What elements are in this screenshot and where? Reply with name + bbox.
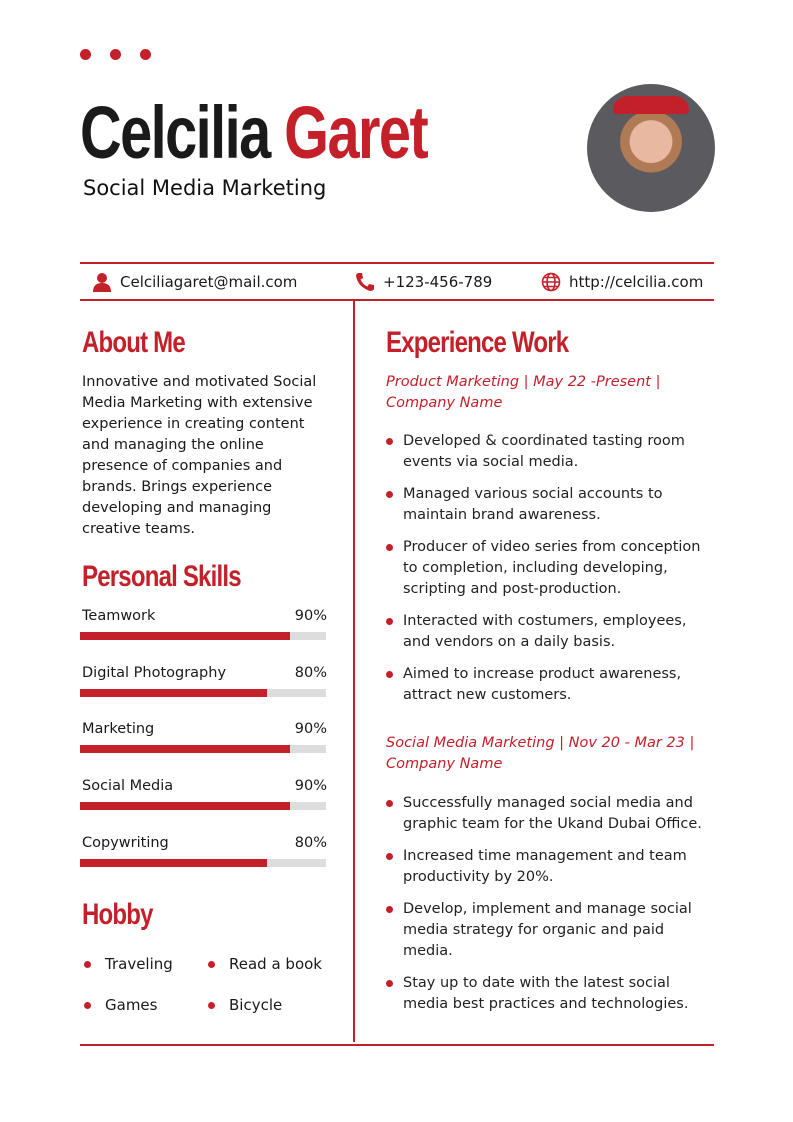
email-text: Celciliagaret@mail.com bbox=[120, 273, 298, 291]
hobby-item: Traveling bbox=[84, 955, 173, 973]
hobby-item: Bicycle bbox=[208, 996, 282, 1014]
skill-bar bbox=[80, 858, 326, 867]
skill-bar bbox=[80, 632, 326, 640]
job-bullets-2: Successfully managed social media and gr… bbox=[386, 793, 716, 1026]
job-bullet: Interacted with costumers, employees, an… bbox=[386, 611, 716, 653]
bullet-icon bbox=[386, 618, 393, 625]
job-title-1: Product Marketing | May 22 -Present | Co… bbox=[386, 374, 661, 411]
user-icon bbox=[93, 273, 111, 292]
divider bbox=[80, 262, 714, 264]
job-bullet: Stay up to date with the latest social m… bbox=[386, 973, 716, 1015]
bullet-icon bbox=[386, 980, 393, 987]
contact-phone: +123-456-789 bbox=[355, 272, 492, 292]
skill-label: Copywriting bbox=[82, 834, 169, 851]
skill-item: Copywriting 80% bbox=[80, 834, 327, 867]
skill-percent: 90% bbox=[294, 778, 327, 795]
skill-bar-fill bbox=[80, 688, 267, 697]
globe-icon bbox=[541, 272, 561, 292]
bullet-icon bbox=[386, 800, 393, 807]
job-bullets-1: Developed & coordinated tasting room eve… bbox=[386, 431, 716, 717]
skills-heading: Personal Skills bbox=[82, 560, 242, 593]
skill-label: Marketing bbox=[82, 721, 155, 738]
skill-percent: 80% bbox=[294, 664, 327, 681]
hobby-label: Traveling bbox=[105, 955, 173, 973]
skill-bar-fill bbox=[80, 802, 291, 811]
skill-item: Social Media 90% bbox=[80, 778, 327, 811]
decor-dot bbox=[80, 49, 91, 60]
bullet-text: Increased time management and team produ… bbox=[403, 848, 687, 885]
full-name: Celcilia Garet bbox=[80, 88, 429, 178]
skill-bar-fill bbox=[80, 858, 267, 867]
skill-bar-fill bbox=[80, 632, 291, 640]
phone-text: +123-456-789 bbox=[383, 273, 493, 291]
skill-percent: 90% bbox=[294, 608, 327, 624]
bullet-icon bbox=[208, 960, 215, 968]
skill-bar bbox=[80, 802, 326, 811]
divider bbox=[80, 299, 714, 301]
bullet-icon bbox=[386, 438, 393, 445]
job-bullet: Developed & coordinated tasting room eve… bbox=[386, 431, 716, 473]
decor-dot bbox=[140, 49, 151, 60]
bullet-icon bbox=[84, 1001, 91, 1009]
hobby-label: Games bbox=[105, 996, 158, 1014]
skill-label: Teamwork bbox=[82, 608, 156, 624]
contact-website: http://celcilia.com bbox=[541, 272, 703, 292]
job-title: Social Media Marketing bbox=[83, 176, 327, 200]
job-bullet: Develop, implement and manage social med… bbox=[386, 899, 716, 962]
bullet-icon bbox=[386, 671, 393, 678]
website-text: http://celcilia.com bbox=[569, 273, 704, 291]
about-heading: About Me bbox=[82, 326, 186, 359]
decor-dot bbox=[110, 49, 121, 60]
bullet-icon bbox=[386, 906, 393, 913]
hobby-item: Games bbox=[84, 996, 157, 1014]
job-bullet: Managed various social accounts to maint… bbox=[386, 484, 716, 526]
hobby-item: Read a book bbox=[208, 955, 322, 973]
job-bullet: Increased time management and team produ… bbox=[386, 846, 716, 888]
profile-photo bbox=[587, 84, 715, 212]
skill-bar-fill bbox=[80, 745, 291, 754]
skill-percent: 80% bbox=[294, 834, 327, 851]
last-name: Garet bbox=[284, 91, 429, 174]
hobby-label: Read a book bbox=[229, 955, 322, 973]
bullet-icon bbox=[386, 491, 393, 498]
skill-item: Marketing 90% bbox=[80, 721, 327, 754]
hobby-label: Bicycle bbox=[229, 996, 283, 1014]
bullet-text: Stay up to date with the latest social m… bbox=[403, 975, 689, 1012]
first-name: Celcilia bbox=[80, 91, 271, 174]
job-bullet: Aimed to increase product awareness, att… bbox=[386, 664, 716, 706]
bullet-icon bbox=[386, 853, 393, 860]
experience-heading: Experience Work bbox=[386, 326, 569, 359]
bullet-text: Producer of video series from conception… bbox=[403, 539, 701, 597]
divider bbox=[80, 1044, 714, 1046]
phone-icon bbox=[356, 273, 374, 291]
bullet-text: Developed & coordinated tasting room eve… bbox=[403, 433, 685, 470]
skill-bar bbox=[80, 688, 326, 697]
skill-item: Teamwork 90% bbox=[80, 608, 327, 640]
bullet-icon bbox=[84, 960, 91, 968]
bullet-text: Managed various social accounts to maint… bbox=[403, 486, 663, 523]
skill-label: Digital Photography bbox=[82, 664, 227, 681]
bullet-text: Develop, implement and manage social med… bbox=[403, 901, 692, 959]
hobby-heading: Hobby bbox=[82, 898, 153, 931]
skill-bar bbox=[80, 745, 326, 754]
job-bullet: Successfully managed social media and gr… bbox=[386, 793, 716, 835]
bullet-text: Interacted with costumers, employees, an… bbox=[403, 613, 687, 650]
column-divider bbox=[353, 300, 355, 1042]
bullet-icon bbox=[208, 1001, 215, 1009]
job-bullet: Producer of video series from conception… bbox=[386, 537, 716, 600]
skill-percent: 90% bbox=[294, 721, 327, 738]
bullet-text: Aimed to increase product awareness, att… bbox=[403, 666, 682, 703]
bullet-icon bbox=[386, 544, 393, 551]
job-title-2: Social Media Marketing | Nov 20 - Mar 23… bbox=[386, 735, 695, 772]
about-text: Innovative and motivated Social Media Ma… bbox=[82, 374, 317, 537]
contact-email: Celciliagaret@mail.com bbox=[92, 272, 297, 292]
bullet-text: Successfully managed social media and gr… bbox=[403, 795, 702, 832]
skill-item: Digital Photography 80% bbox=[80, 664, 327, 697]
skill-label: Social Media bbox=[82, 778, 174, 795]
